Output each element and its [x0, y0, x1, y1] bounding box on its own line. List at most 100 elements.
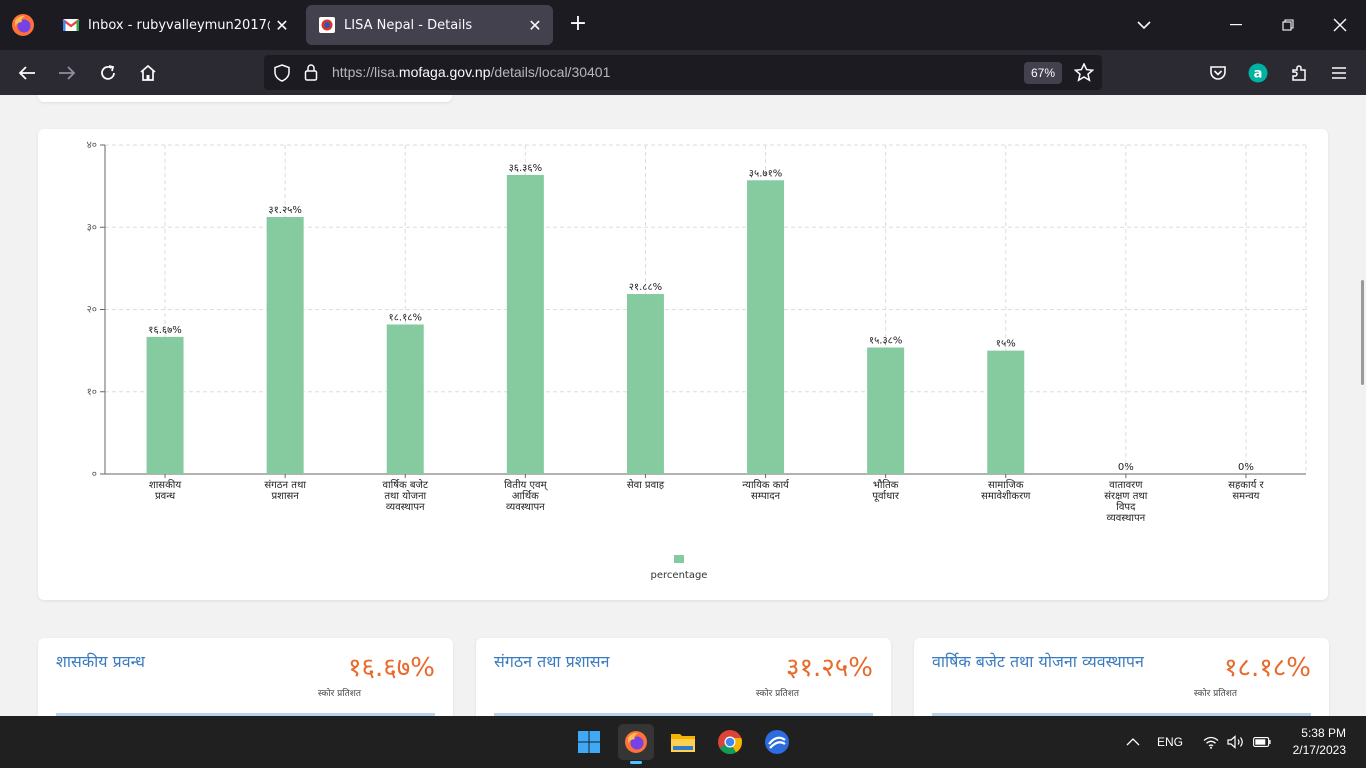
x-tick-label: प्रशासन — [271, 491, 299, 502]
x-tick-label: वार्षिक बजेट — [382, 479, 429, 491]
taskbar-app-button[interactable] — [759, 724, 795, 760]
url-path: /details/local/30401 — [490, 64, 611, 80]
x-tick-label: व्यवस्थापन — [386, 502, 425, 513]
windows-taskbar: ENG 5:38 PM 2/17/2023 — [0, 716, 1366, 768]
chart-bar — [386, 324, 424, 474]
extensions-icon[interactable] — [1285, 59, 1313, 87]
data-label: ३६.३६% — [509, 163, 542, 174]
data-label: ३१.२५% — [268, 205, 301, 216]
svg-text:a: a — [1254, 67, 1263, 82]
x-tick-label: सम्पादन — [751, 491, 781, 502]
x-tick-label: सामाजिक — [988, 479, 1024, 491]
score-card-subtitle: स्कोर प्रतिशत — [317, 689, 361, 699]
volume-icon[interactable] — [1227, 716, 1245, 768]
firefox-menu-icon[interactable] — [10, 12, 36, 38]
system-clock[interactable]: 5:38 PM 2/17/2023 — [1293, 725, 1346, 759]
tab-inbox[interactable]: Inbox - rubyvalleymun2017@gma ✕ — [50, 5, 300, 45]
chart-bar — [987, 350, 1025, 474]
reload-icon[interactable] — [94, 59, 122, 87]
data-label: १५.३८% — [869, 335, 902, 346]
score-card-governance[interactable]: शासकीय प्रवन्ध १६.६७% स्कोर प्रतिशत — [38, 638, 453, 716]
x-tick-label: विपद — [1116, 501, 1136, 513]
x-tick-label: भौतिक — [873, 479, 899, 491]
bookmark-star-icon[interactable] — [1074, 63, 1094, 82]
x-tick-label: वातावरण — [1109, 480, 1143, 491]
close-tab-icon[interactable]: ✕ — [275, 15, 289, 35]
language-indicator[interactable]: ENG — [1157, 735, 1184, 749]
data-label: 0% — [1238, 462, 1254, 473]
score-card-title: वार्षिक बजेट तथा योजना व्यवस्थापन — [932, 652, 1144, 671]
pocket-icon[interactable] — [1204, 59, 1232, 87]
data-label: १८.१८% — [389, 312, 422, 323]
y-tick-label: २० — [87, 305, 97, 316]
score-chart-card: ० १० २० ३० ४० १६.६७% शासकीय प्रवन्ध ३१.२५% संगठन … — [38, 129, 1328, 600]
list-all-tabs-icon[interactable] — [1120, 0, 1168, 50]
wifi-icon[interactable] — [1203, 716, 1219, 768]
score-card-title: संगठन तथा प्रशासन — [494, 652, 610, 671]
chart-bar — [867, 347, 905, 474]
new-tab-button[interactable]: + — [568, 11, 588, 36]
clock-date: 2/17/2023 — [1292, 743, 1346, 757]
forward-icon[interactable] — [53, 59, 81, 87]
x-tick-label: व्यवस्थापन — [506, 502, 545, 513]
show-hidden-icons-icon[interactable] — [1126, 716, 1140, 768]
x-tick-label: शासकीय — [149, 479, 181, 491]
x-tick-label: तथा योजना — [384, 490, 426, 502]
start-button[interactable] — [571, 724, 607, 760]
page-scrollbar[interactable] — [1361, 280, 1364, 385]
chart-bar — [506, 174, 544, 474]
active-app-indicator — [630, 761, 642, 764]
chart-bar — [146, 336, 184, 474]
page-content: ० १० २० ३० ४० १६.६७% शासकीय प्रवन्ध ३१.२५% संगठन … — [0, 95, 1366, 716]
url-domain: mofaga.gov.np — [398, 64, 491, 80]
close-tab-icon[interactable]: ✕ — [528, 15, 542, 35]
address-bar[interactable]: https://lisa.mofaga.gov.np/details/local… — [264, 55, 1102, 90]
y-tick-label: ० — [92, 469, 97, 480]
score-card-organization[interactable]: संगठन तथा प्रशासन ३१.२५% स्कोर प्रतिशत — [476, 638, 891, 716]
zoom-level-button[interactable]: 67% — [1024, 62, 1062, 84]
tab-title: LISA Nepal - Details — [344, 17, 473, 33]
lock-icon[interactable] — [304, 63, 318, 81]
windows-start-icon — [578, 731, 600, 753]
home-icon[interactable] — [134, 59, 162, 87]
score-card-bar — [494, 713, 873, 716]
x-tick-label: प्रवन्ध — [155, 491, 176, 502]
app-icon — [765, 730, 789, 754]
taskbar-firefox-button[interactable] — [618, 724, 654, 764]
y-tick-label: ४० — [87, 140, 97, 151]
url-text[interactable]: https://lisa.mofaga.gov.np/details/local… — [332, 64, 610, 80]
taskbar-file-explorer-button[interactable] — [665, 724, 701, 760]
back-icon[interactable] — [13, 59, 41, 87]
data-label: ३५.७१% — [749, 168, 782, 179]
x-tick-label: समन्वय — [1232, 491, 1259, 502]
lisa-icon — [319, 17, 335, 33]
data-label: २१.८८% — [629, 282, 662, 293]
score-card-title: शासकीय प्रवन्ध — [56, 652, 145, 671]
folder-icon — [671, 734, 695, 752]
y-tick-label: १० — [87, 387, 97, 398]
tab-lisa-details[interactable]: LISA Nepal - Details ✕ — [306, 5, 553, 45]
score-card-subtitle: स्कोर प्रतिशत — [755, 689, 799, 699]
app-menu-icon[interactable] — [1325, 59, 1353, 87]
minimize-icon[interactable] — [1212, 0, 1260, 50]
x-tick-label: समावेशीकरण — [981, 490, 1031, 502]
close-window-icon[interactable] — [1316, 0, 1364, 50]
chrome-icon — [718, 730, 743, 755]
score-card-budget[interactable]: वार्षिक बजेट तथा योजना व्यवस्थापन १८.१८%… — [914, 638, 1329, 716]
x-tick-label: संरक्षण तथा — [1104, 490, 1148, 502]
tracking-protection-icon[interactable] — [274, 64, 290, 82]
account-avatar-icon[interactable]: a — [1244, 59, 1272, 87]
chart-bar — [266, 216, 304, 474]
x-tick-label: संगठन तथा — [264, 479, 306, 491]
clock-time: 5:38 PM — [1301, 726, 1346, 740]
taskbar-chrome-button[interactable] — [712, 724, 748, 760]
x-tick-label: वितीय एवम् — [504, 479, 548, 491]
browser-tab-bar: Inbox - rubyvalleymun2017@gma ✕ LISA Nep… — [0, 0, 1366, 50]
score-bar-chart: ० १० २० ३० ४० १६.६७% शासकीयप्रवन्ध ३१.२५% संगठन … — [87, 140, 1307, 581]
restore-icon[interactable] — [1264, 0, 1312, 50]
battery-icon[interactable] — [1253, 716, 1271, 768]
x-tick-label: व्यवस्थापन — [1107, 513, 1146, 524]
chart-bar — [747, 180, 785, 474]
score-card-bar — [932, 713, 1311, 716]
score-card-percent: १६.६७% — [347, 653, 435, 683]
